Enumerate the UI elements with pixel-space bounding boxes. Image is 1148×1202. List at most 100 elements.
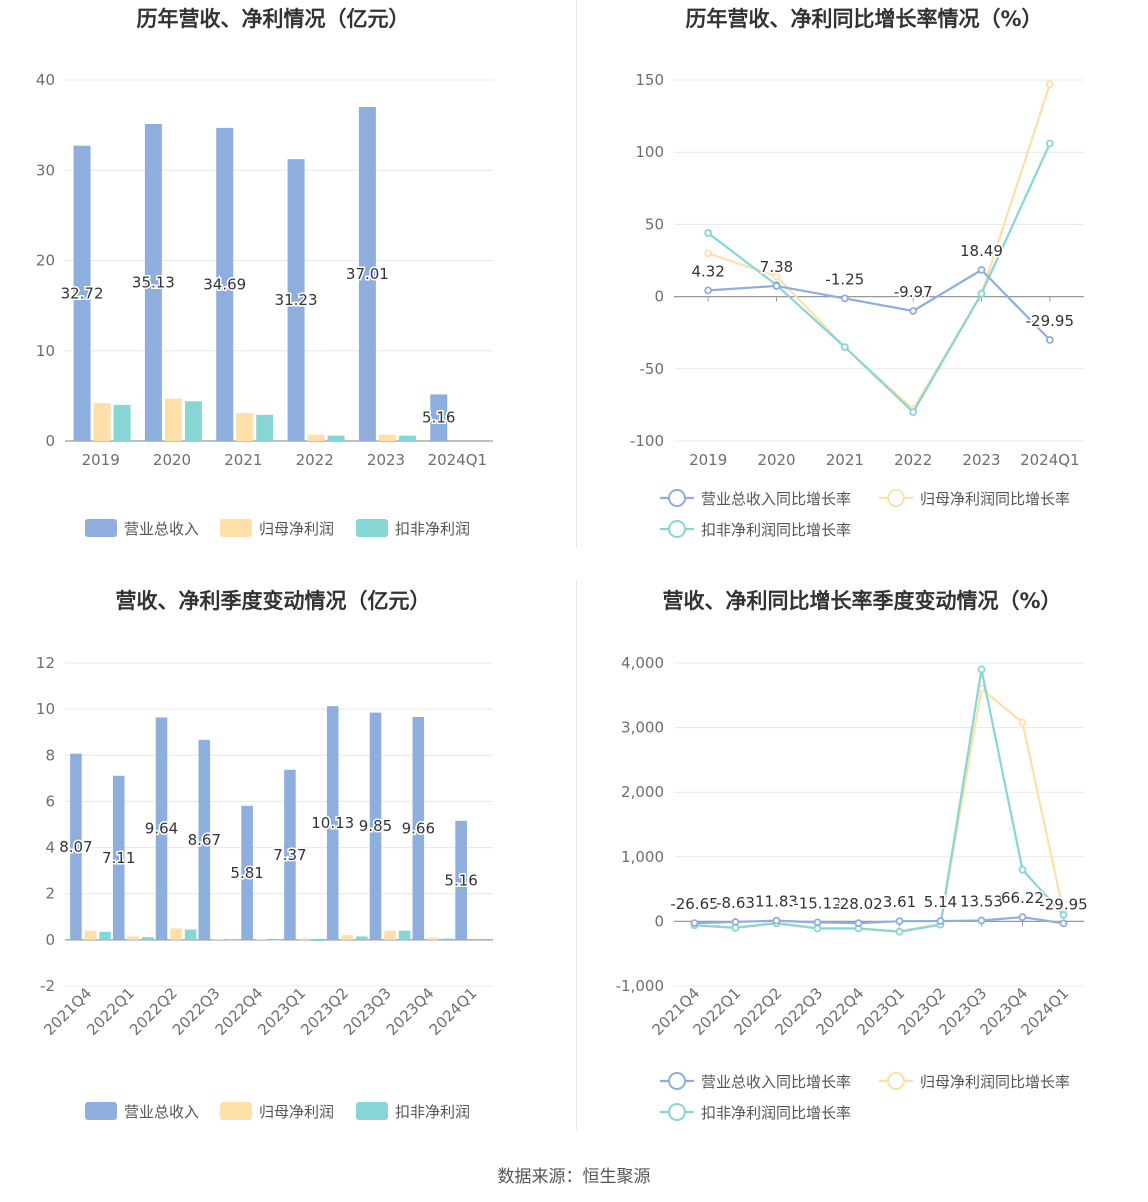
y-tick-label: 10: [36, 700, 55, 718]
data-label: 4.32: [691, 262, 724, 280]
legend-label: 归母净利润同比增长率: [920, 1073, 1070, 1091]
data-label: 34.69: [203, 275, 246, 293]
y-tick-label: 6: [45, 792, 55, 810]
line-point: [1045, 80, 1054, 89]
y-tick-label: 150: [635, 71, 664, 89]
y-tick-label: 8: [45, 746, 55, 764]
data-label: 37.01: [346, 265, 389, 283]
bar-deducted-profit: [256, 414, 274, 441]
bar-deducted-profit: [398, 930, 411, 940]
line-point: [1059, 919, 1068, 928]
legend-item[interactable]: 营业总收入同比增长率: [660, 1072, 851, 1091]
legend-item[interactable]: 营业总收入: [85, 1102, 199, 1121]
legend-item[interactable]: 扣非净利润同比增长率: [660, 520, 851, 539]
x-tick-label: 2020: [153, 451, 191, 469]
quarterly-revenue-profit-chart: 营收、净利季度变动情况（亿元） -2 0 2 4 6 8 10 12 2021Q4 2022Q1 20…: [0, 580, 574, 1160]
x-tick-label: 2021: [826, 451, 864, 469]
chart-title: 营收、净利同比增长率季度变动情况（%）: [662, 589, 1061, 613]
legend-marker: [668, 489, 686, 507]
line-deducted-profit: [707, 143, 1051, 414]
bar-parent-profit: [384, 930, 396, 940]
legend-item[interactable]: 归母净利润: [220, 1102, 334, 1121]
data-label: 7.37: [273, 846, 306, 864]
legend-item[interactable]: 扣非净利润: [356, 1102, 470, 1121]
y-tick-label: 10: [36, 342, 55, 360]
bar-parent-profit: [427, 937, 439, 940]
data-label: 5.16: [422, 409, 455, 427]
y-tick-label: 30: [36, 161, 55, 179]
legend-label: 归母净利润: [259, 520, 334, 538]
line-point: [1059, 911, 1068, 919]
line-point: [840, 343, 849, 352]
quarterly-growth-rate-chart: 营收、净利同比增长率季度变动情况（%） -1,000 0 1,000 2,000 3,00…: [574, 580, 1148, 1160]
bar-revenue: [70, 753, 82, 940]
bar-deducted-profit: [441, 938, 454, 940]
legend-swatch: [220, 519, 252, 537]
bar-revenue: [358, 106, 376, 442]
data-label: 32.72: [61, 284, 104, 302]
x-tick-label: 2023: [367, 451, 405, 469]
line-point: [840, 294, 849, 303]
line-point: [977, 665, 986, 674]
vertical-divider-bottom: [576, 580, 577, 1130]
data-label: 7.11: [102, 849, 135, 867]
legend-item[interactable]: 扣非净利润同比增长率: [660, 1103, 851, 1122]
bar-parent-profit: [378, 434, 396, 441]
bar-revenue: [287, 159, 305, 442]
data-label: 7.38: [760, 258, 793, 276]
legend-item[interactable]: 归母净利润: [220, 519, 334, 538]
line-revenue: [708, 268, 1051, 341]
x-tick-label: 2019: [689, 451, 727, 469]
y-tick-label: 12: [36, 654, 55, 672]
y-tick-label: 0: [654, 912, 664, 930]
bar-revenue: [216, 127, 234, 441]
line-point: [813, 918, 822, 927]
data-label: -8.63: [716, 894, 755, 912]
chart-svg: 历年营收、净利同比增长率情况（%） -100 -50 0 50 100 150 2019 202…: [630, 7, 1084, 539]
data-label: -29.95: [1039, 895, 1087, 913]
bar-parent-profit: [236, 413, 254, 441]
line-point: [1018, 718, 1027, 727]
legend-item[interactable]: 营业总收入: [85, 519, 199, 538]
bar-parent-profit: [127, 936, 140, 940]
legend-label: 营业总收入: [124, 1103, 199, 1121]
legend-item[interactable]: 归母净利润同比增长率: [879, 1072, 1070, 1091]
chart-title: 历年营收、净利情况（亿元）: [137, 7, 410, 31]
legend-swatch: [220, 1102, 252, 1120]
legend-item[interactable]: 营业总收入同比增长率: [660, 489, 851, 508]
legend-item[interactable]: 归母净利润同比增长率: [879, 489, 1070, 508]
line-point: [1018, 913, 1027, 922]
y-tick-label: 40: [36, 71, 55, 89]
line-point: [895, 927, 904, 936]
bar-revenue: [430, 394, 448, 441]
x-tick-label: 2020: [757, 451, 795, 469]
data-label: 11.83: [755, 893, 798, 911]
line-point: [731, 918, 740, 926]
y-tick-label: 50: [645, 215, 664, 233]
bar-revenue: [326, 706, 339, 940]
line-point: [977, 266, 986, 274]
line-point: [909, 307, 918, 315]
data-label: 8.07: [59, 838, 92, 856]
legend-label: 营业总收入同比增长率: [701, 490, 851, 508]
bar-parent-profit: [341, 935, 354, 940]
line-point: [977, 289, 986, 298]
legend-marker: [668, 1103, 686, 1121]
bar-revenue: [455, 820, 467, 940]
legend-label: 扣非净利润同比增长率: [701, 521, 851, 539]
y-tick-label: -100: [630, 432, 664, 450]
bar-parent-profit: [298, 938, 311, 940]
y-tick-label: -1,000: [616, 977, 664, 995]
line-point: [772, 916, 781, 925]
bar-parent-profit: [93, 403, 111, 441]
data-label: 10.13: [311, 814, 354, 832]
legend-marker: [668, 520, 686, 538]
bar-deducted-profit: [113, 404, 131, 441]
data-label: 5.81: [230, 864, 263, 882]
line-point: [895, 917, 904, 926]
x-tick-label: 2022: [296, 451, 334, 469]
bar-revenue: [198, 739, 211, 940]
legend-swatch: [356, 1102, 388, 1120]
bar-deducted-profit: [99, 931, 111, 940]
legend-item[interactable]: 扣非净利润: [356, 519, 470, 538]
